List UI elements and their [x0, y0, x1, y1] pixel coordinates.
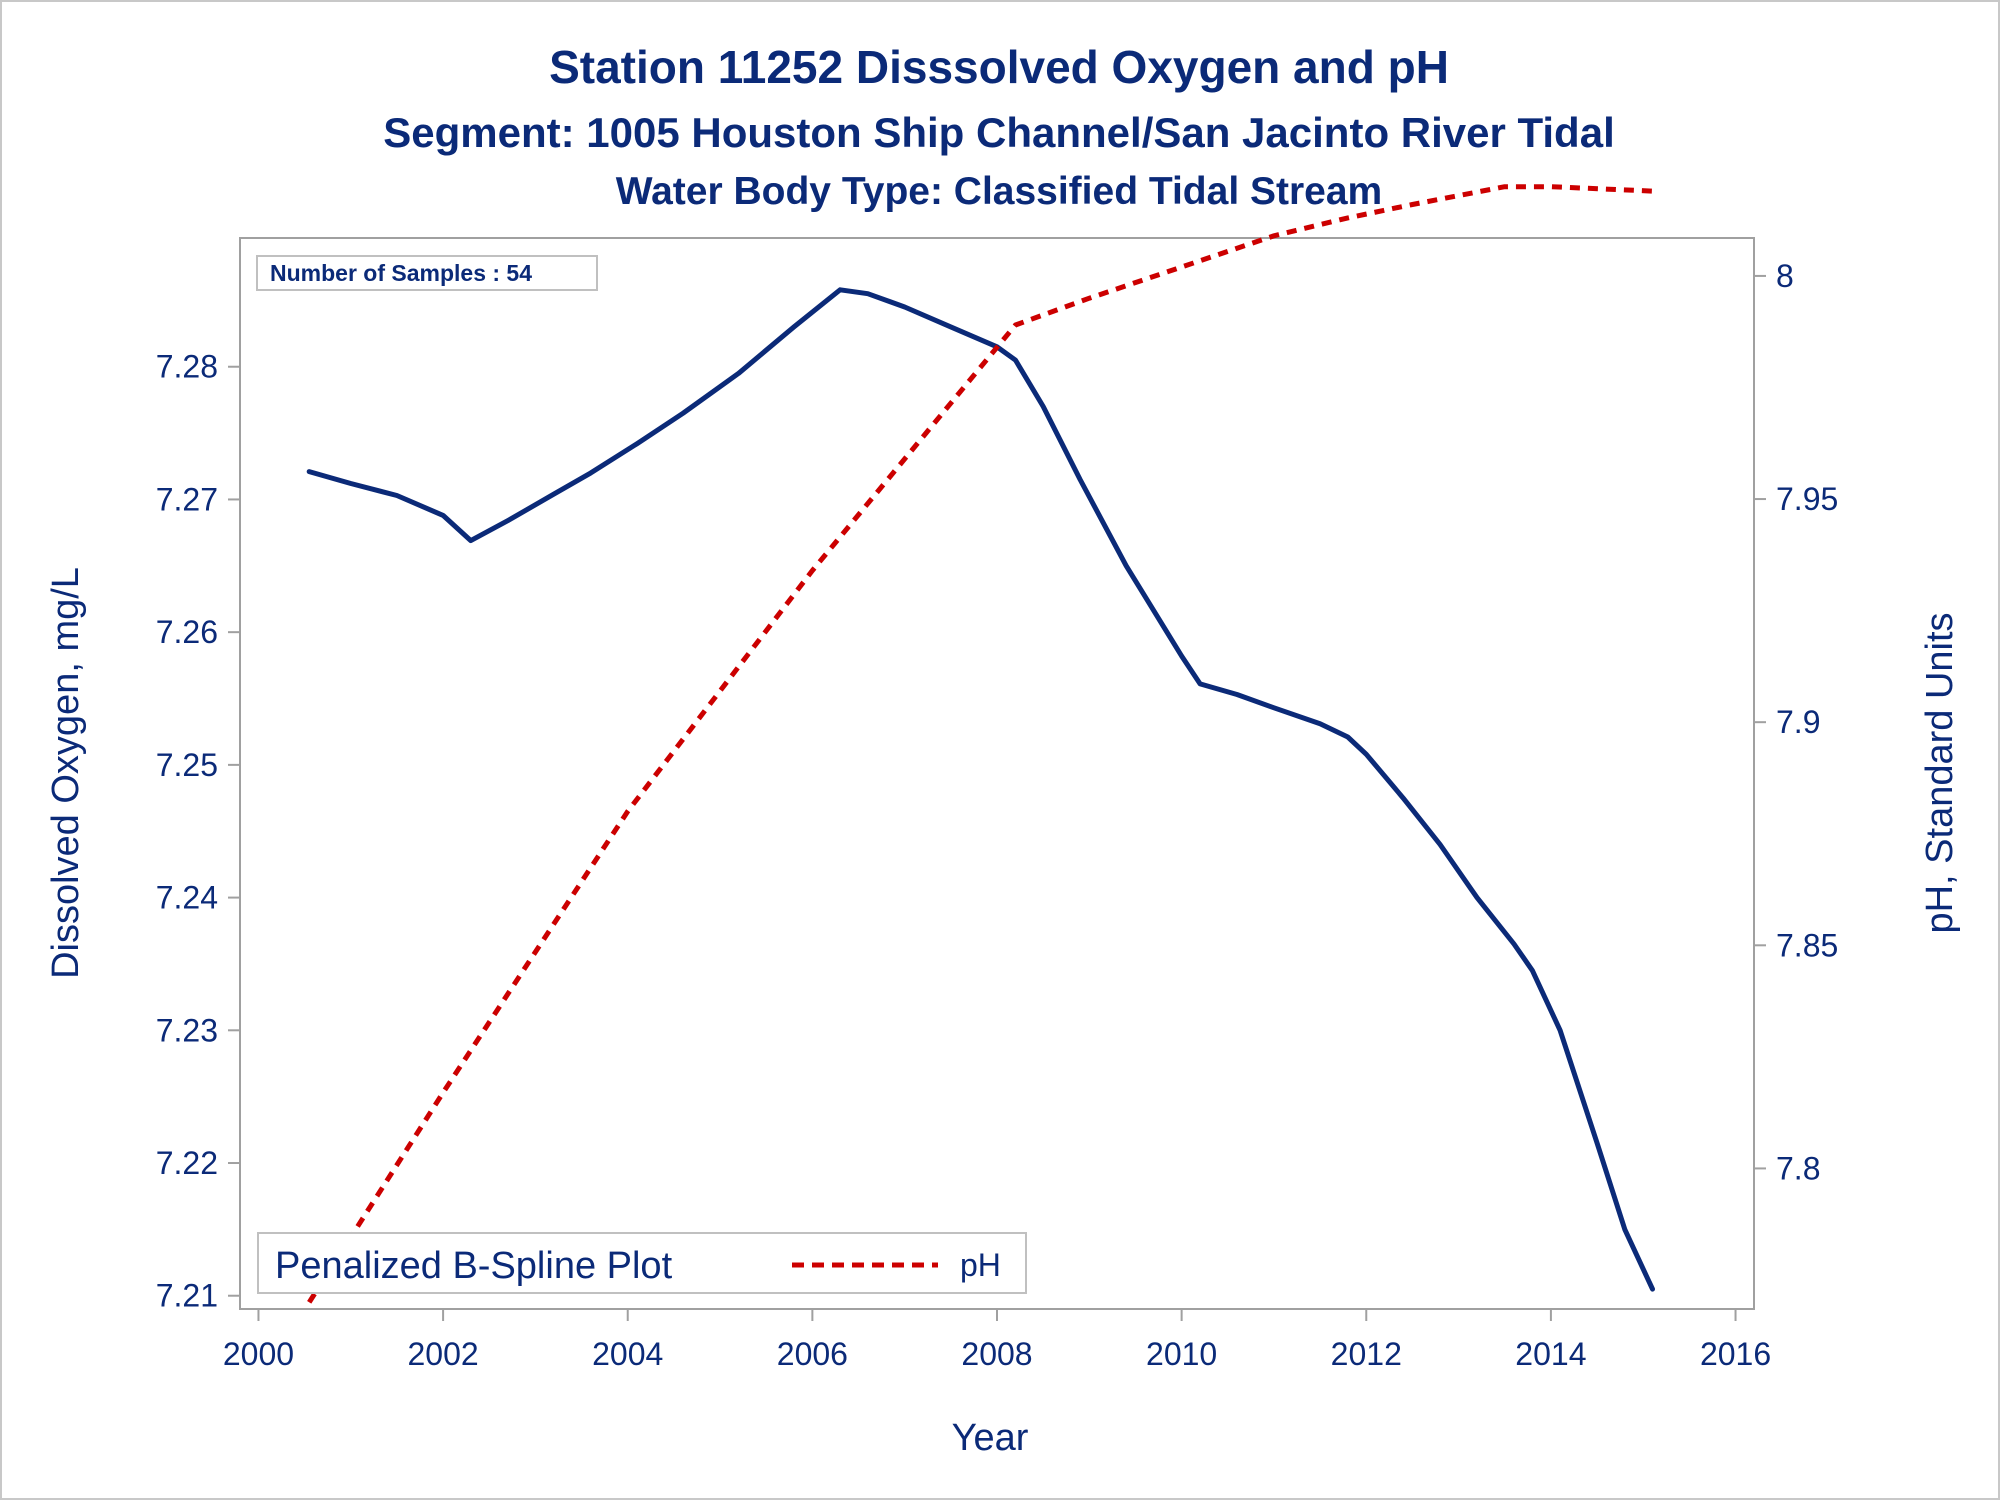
y-tick-label: 7.22: [156, 1145, 218, 1181]
chart-subtitle-waterbody: Water Body Type: Classified Tidal Stream: [616, 170, 1382, 213]
legend-ph-label: pH: [960, 1247, 1001, 1283]
y-tick-label: 7.21: [156, 1278, 218, 1314]
legend-title: Penalized B-Spline Plot: [275, 1245, 673, 1287]
x-tick-label: 2012: [1331, 1336, 1402, 1372]
series-layer: [306, 184, 1655, 1304]
y2-tick-label: 7.85: [1776, 927, 1838, 963]
x-tick-label: 2000: [223, 1336, 294, 1372]
y2-tick-label: 7.8: [1776, 1150, 1820, 1186]
x-tick-label: 2006: [777, 1336, 848, 1372]
x-tick-label: 2008: [961, 1336, 1032, 1372]
x-tick-label: 2014: [1515, 1336, 1586, 1372]
y-tick-label: 7.23: [156, 1012, 218, 1048]
x-axis-label: Year: [952, 1417, 1029, 1459]
y-tick-label: 7.27: [156, 481, 218, 517]
y-axis-right: 7.8 7.85 7.9 7.95 8: [1754, 258, 1838, 1186]
x-axis: 2000 2002 2004 2006 2008 2010 2012 2014 2016: [223, 1309, 1771, 1372]
chart-subtitle-segment: Segment: 1005 Houston Ship Channel/San J…: [383, 109, 1615, 156]
y2-tick-label: 7.95: [1776, 481, 1838, 517]
x-tick-label: 2002: [408, 1336, 479, 1372]
y-axis-left: 7.21 7.22 7.23 7.24 7.25 7.26 7.27 7.28: [156, 349, 240, 1314]
y2-axis-label: pH, Standard Units: [1919, 612, 1961, 933]
chart-title: Station 11252 Disssolved Oxygen and pH: [549, 41, 1449, 93]
y2-tick-label: 7.9: [1776, 704, 1820, 740]
dissolved-oxygen-series-line: [306, 287, 1655, 1292]
sample-count-label: Number of Samples : 54: [270, 260, 532, 286]
plot-area: [239, 237, 1755, 1310]
x-tick-label: 2004: [592, 1336, 663, 1372]
y-tick-label: 7.28: [156, 349, 218, 385]
x-tick-label: 2016: [1700, 1336, 1771, 1372]
y2-tick-label: 8: [1776, 258, 1794, 294]
sample-count-box: [256, 255, 598, 291]
ph-series-line: [307, 184, 1653, 1304]
y-tick-label: 7.25: [156, 747, 218, 783]
x-tick-label: 2010: [1146, 1336, 1217, 1372]
y-tick-label: 7.26: [156, 614, 218, 650]
y-axis-label: Dissolved Oxygen, mg/L: [45, 567, 87, 979]
y-tick-label: 7.24: [156, 880, 218, 916]
